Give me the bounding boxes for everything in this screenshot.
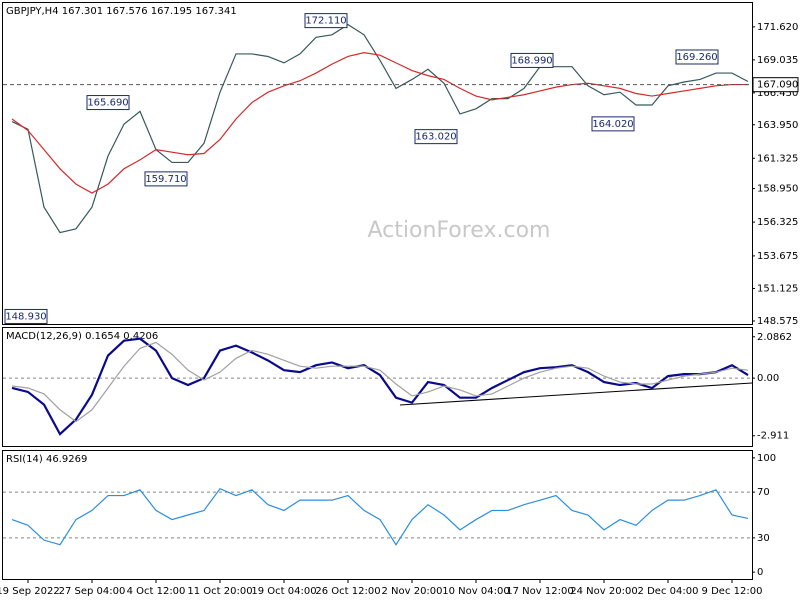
annotation-label: 164.020 <box>592 119 633 130</box>
x-tick-label: 10 Nov 04:00 <box>442 586 509 597</box>
y-tick-label: 169.035 <box>757 55 798 66</box>
annotation-box <box>414 129 458 145</box>
y-tick-label: 166.450 <box>757 88 798 99</box>
annotation-box <box>591 116 635 132</box>
x-tick-label: 2 Nov 20:00 <box>381 586 442 597</box>
y-tick-label: 153.675 <box>757 251 798 262</box>
annotation-box <box>510 52 554 68</box>
annotation-label: 169.260 <box>676 52 717 63</box>
x-tick-label: 27 Sep 04:00 <box>59 586 126 597</box>
series-line <box>11 341 749 423</box>
price-panel <box>2 2 753 325</box>
annotation-label: 163.020 <box>415 132 456 143</box>
annotation-label: 165.690 <box>87 98 128 109</box>
last-price-box <box>752 77 799 93</box>
annotation-label: 172.110 <box>305 16 346 27</box>
annotation-box <box>675 49 719 65</box>
y-tick-label: -2.911 <box>757 431 789 442</box>
series-line <box>11 487 749 546</box>
x-tick-label: 4 Oct 12:00 <box>127 586 186 597</box>
y-tick-label: 163.950 <box>757 120 798 131</box>
x-tick-label: 2 Dec 04:00 <box>638 586 699 597</box>
series-line <box>11 337 749 436</box>
y-tick-label: 70 <box>757 487 770 498</box>
panel-title: MACD(12,26,9) 0.1654 0.4206 <box>6 331 158 342</box>
panel-title: GBPJPY,H4 167.301 167.576 167.195 167.34… <box>6 6 237 17</box>
y-tick-label: 0 <box>757 567 763 578</box>
panel-title: RSI(14) 46.9269 <box>6 454 87 465</box>
y-tick-label: 161.325 <box>757 153 798 164</box>
annotation-label: 168.990 <box>511 55 552 66</box>
annotation-box <box>304 13 348 29</box>
y-tick-label: 156.325 <box>757 217 798 228</box>
annotation-box <box>86 95 130 111</box>
macd-panel <box>2 327 753 447</box>
annotation-label: 148.930 <box>5 311 46 322</box>
annotation-box <box>144 171 188 187</box>
last-price-label: 167.090 <box>757 80 798 91</box>
x-tick-label: 26 Oct 12:00 <box>315 586 380 597</box>
y-tick-label: 158.950 <box>757 184 798 195</box>
annotation-label: 159.710 <box>145 174 186 185</box>
series-line <box>11 23 749 234</box>
y-tick-label: 2.0862 <box>757 332 792 343</box>
y-tick-label: 151.125 <box>757 283 798 294</box>
x-tick-label: 24 Nov 20:00 <box>570 586 637 597</box>
trend-line <box>399 382 753 406</box>
rsi-panel <box>2 450 753 580</box>
series-line <box>11 52 748 194</box>
y-tick-label: 100 <box>757 453 776 464</box>
annotation-box <box>4 308 48 324</box>
x-tick-label: 17 Nov 12:00 <box>506 586 573 597</box>
y-tick-label: 0.00 <box>757 373 779 384</box>
y-tick-label: 148.575 <box>757 316 798 327</box>
y-tick-label: 30 <box>757 533 770 544</box>
watermark: ActionForex.com <box>368 218 551 243</box>
x-tick-label: 19 Oct 04:00 <box>251 586 316 597</box>
x-tick-label: 11 Oct 20:00 <box>187 586 252 597</box>
y-tick-label: 171.620 <box>757 22 798 33</box>
x-tick-label: 19 Sep 2022 <box>0 586 60 597</box>
x-tick-label: 9 Dec 12:00 <box>702 586 763 597</box>
